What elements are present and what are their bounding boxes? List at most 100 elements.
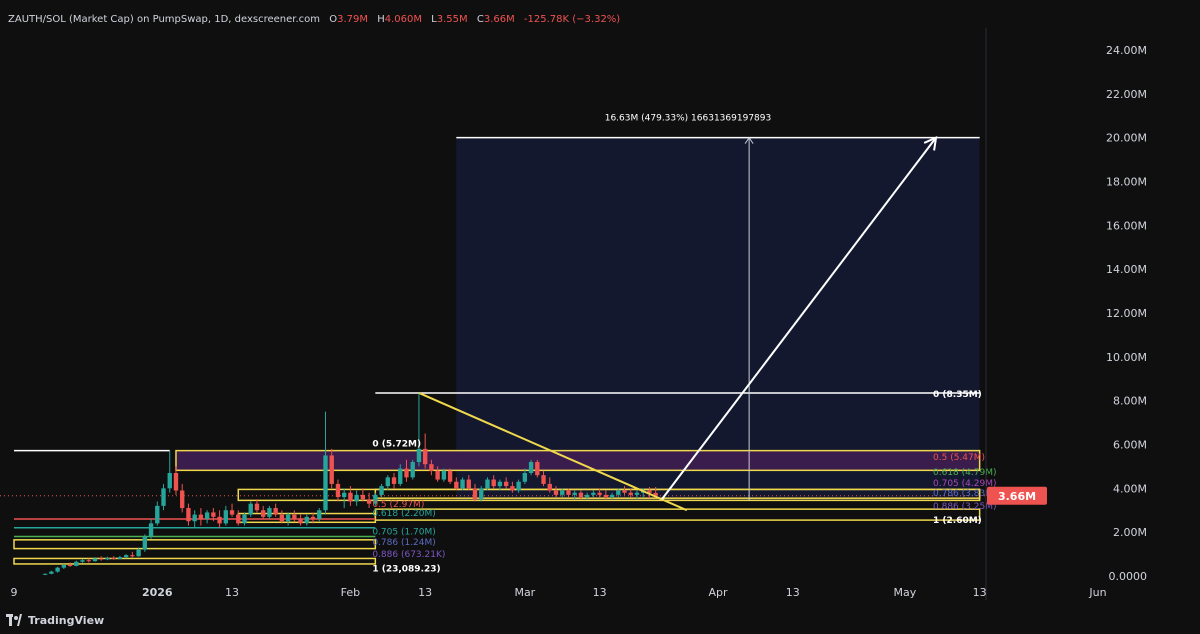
candle-body (354, 494, 359, 502)
candle-body (342, 492, 347, 498)
y-tick-label: 16.00M (1106, 219, 1147, 232)
candle-body (236, 514, 241, 524)
candle-body (572, 492, 577, 495)
candle-body (447, 470, 453, 482)
candle-body (242, 514, 247, 524)
candle-body (298, 519, 303, 524)
x-tick-label: 13 (593, 586, 607, 599)
tradingview-logo-icon (6, 614, 22, 626)
fib-label: 0.886 (3.25M) (933, 502, 996, 512)
trendline (418, 392, 688, 512)
candle-body (204, 512, 210, 520)
candle-body (279, 514, 285, 522)
y-tick-label: 18.00M (1106, 175, 1147, 188)
candle-body (404, 468, 409, 478)
candle-body (74, 561, 79, 566)
fib-label: 1 (2.60M) (933, 516, 982, 526)
candle-body (167, 472, 172, 489)
fib-label: 0.705 (1.70M) (372, 528, 435, 538)
x-tick-label: Jun (1088, 586, 1106, 599)
fib-zone (13, 557, 377, 565)
y-tick-label: 24.00M (1106, 44, 1147, 57)
candle-body (634, 492, 640, 495)
x-tick-label: 13 (786, 586, 800, 599)
candle-body (516, 481, 521, 491)
fib-label: 0.705 (4.29M) (933, 479, 996, 489)
y-tick-label: 0.0000 (1109, 570, 1148, 583)
fib-label: 0.618 (4.79M) (933, 468, 996, 478)
fib-label: 0.5 (2.97M) (372, 500, 424, 510)
measure-arrowhead (744, 136, 754, 144)
projection-box (456, 137, 980, 501)
y-tick-label: 20.00M (1106, 132, 1147, 145)
candle-body (435, 470, 440, 480)
x-tick-label: Mar (514, 586, 535, 599)
low-label: L (431, 14, 437, 25)
projection-arrowhead (923, 135, 938, 151)
candle-body (192, 514, 197, 522)
candle-body (105, 558, 110, 560)
candle-body (130, 555, 135, 557)
candle-body (211, 512, 216, 517)
candle-body (366, 499, 372, 504)
fib-label: 0.618 (2.20M) (372, 509, 435, 519)
candle-body (111, 558, 116, 560)
candles-layer (42, 392, 658, 576)
candle-body (566, 490, 571, 495)
open-label: O (329, 14, 337, 25)
fib-label: 0.886 (673.21K) (372, 550, 445, 560)
fib-zone (175, 449, 981, 472)
candle-body (410, 462, 415, 478)
candle-body (285, 514, 291, 522)
candle-body (454, 481, 459, 489)
candle-body (292, 514, 297, 520)
candle-body (254, 503, 260, 511)
x-tick-label: 9 (11, 586, 18, 599)
high-label: H (377, 14, 385, 25)
candle-body (485, 479, 490, 489)
y-tick-label: 2.00M (1113, 526, 1147, 539)
candle-body (578, 492, 584, 498)
candle-body (223, 510, 228, 524)
candle-body (441, 470, 447, 480)
candle-body (273, 508, 278, 515)
y-tick-label: 6.00M (1113, 438, 1147, 451)
y-tick-label: 14.00M (1106, 263, 1147, 276)
zones-layer (13, 137, 981, 565)
candle-body (148, 523, 154, 537)
annotations-layer: 16.63M (479.33%) 16631369197893 0 (8.35M)… (372, 114, 996, 575)
candle-body (49, 571, 54, 574)
candle-body (217, 516, 222, 524)
fib-zone (13, 539, 377, 550)
low-value: 3.55M (437, 14, 468, 25)
candle-body (348, 492, 353, 502)
candle-body (510, 486, 515, 491)
tradingview-branding[interactable]: TradingView (6, 610, 104, 630)
y-tick-label: 8.00M (1113, 395, 1147, 408)
candle-body (323, 455, 328, 511)
y-tick-label: 22.00M (1106, 88, 1147, 101)
candle-body (161, 488, 166, 506)
candle-body (61, 565, 67, 568)
candle-body (553, 490, 559, 495)
fib-label: 0.5 (5.47M) (933, 453, 985, 463)
high-value: 4.060M (385, 14, 422, 25)
candle-body (123, 555, 129, 558)
candle-body (616, 490, 621, 495)
candle-body (653, 492, 658, 496)
candle-body (603, 494, 609, 498)
candle-body (472, 488, 478, 500)
fib-label: 0.786 (1.24M) (372, 538, 435, 548)
candle-body (180, 490, 185, 509)
candle-body (497, 481, 503, 487)
candle-body (522, 472, 528, 482)
x-tick-label: Apr (708, 586, 728, 599)
y-tick-label: 10.00M (1106, 351, 1147, 364)
candle-body (647, 490, 652, 493)
projection-label: 16.63M (479.33%) 16631369197893 (605, 114, 771, 124)
x-tick-label: May (893, 586, 916, 599)
candle-body (528, 462, 534, 473)
y-tick-label: 4.00M (1113, 482, 1147, 495)
candle-body (67, 565, 73, 567)
